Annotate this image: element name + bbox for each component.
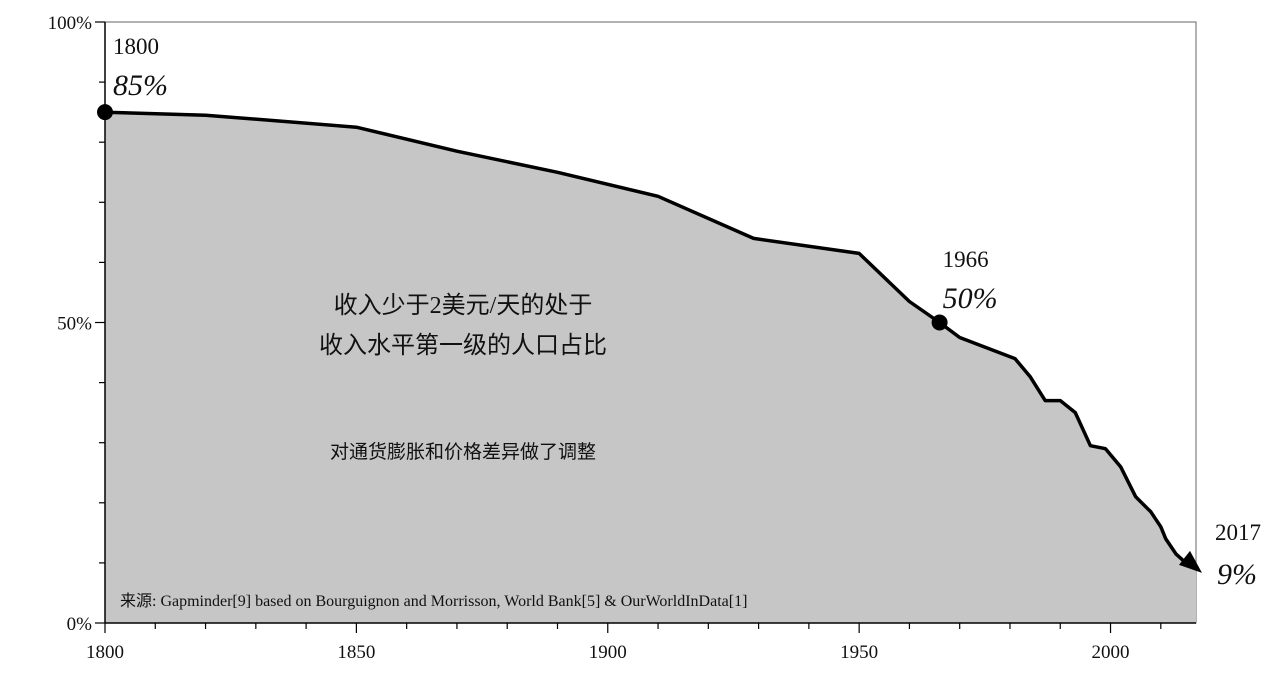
y-tick-label: 0% — [67, 614, 93, 635]
source-note: 来源: Gapminder[9] based on Bourguignon an… — [120, 592, 747, 610]
highlight-dot-1800 — [97, 104, 113, 121]
y-axis-ticks: 0% 50% 100% — [48, 13, 105, 635]
highlight-marks: 1800 85% 1966 50% 2017 9% — [97, 34, 1261, 591]
annotation-year-2017: 2017 — [1215, 520, 1261, 545]
annotation-year-1966: 1966 — [943, 247, 989, 272]
series-line — [104, 110, 1197, 571]
x-tick-label: 1850 — [337, 642, 375, 663]
y-tick-label: 50% — [57, 314, 92, 335]
adjustment-note: 对通货膨胀和价格差异做了调整 — [330, 441, 596, 463]
main-annotation-line-2: 收入水平第一级的人口占比 — [319, 332, 607, 359]
x-tick-label: 2000 — [1092, 642, 1130, 663]
main-annotation-line-1: 收入少于2美元/天的处于 — [334, 292, 593, 319]
x-axis-ticks: 1800 1850 1900 1950 2000 — [86, 623, 1162, 663]
annotation-value-1966: 50% — [943, 282, 998, 315]
arrowhead-2017 — [1179, 550, 1202, 573]
area-fill — [105, 112, 1196, 623]
annotation-year-1800: 1800 — [113, 34, 159, 59]
annotation-value-2017: 9% — [1217, 558, 1257, 591]
y-tick-label: 100% — [48, 13, 93, 34]
x-tick-label: 1800 — [86, 642, 124, 663]
highlight-dot-1966 — [931, 314, 948, 331]
annotation-value-1800: 85% — [113, 69, 168, 102]
x-tick-label: 1900 — [589, 642, 627, 663]
x-tick-label: 1950 — [840, 642, 878, 663]
